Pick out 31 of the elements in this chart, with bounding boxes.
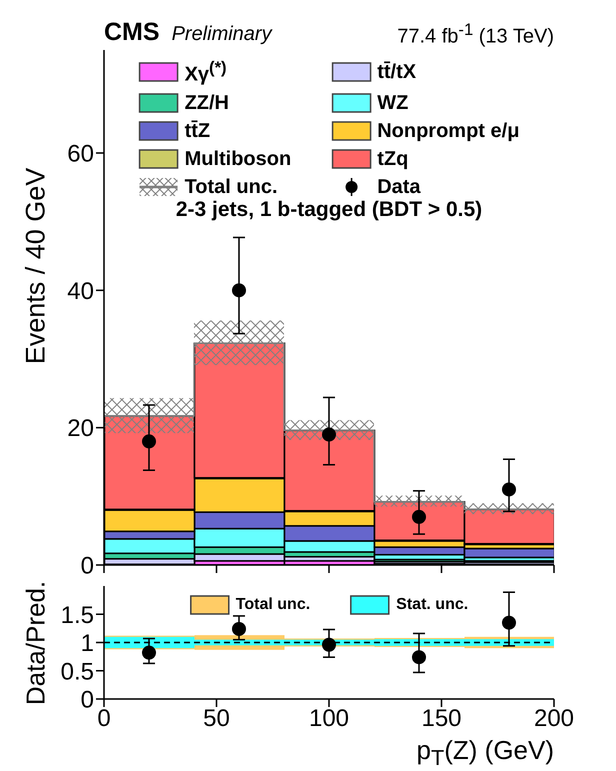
legend-label: tt̄/tX [377,60,416,84]
x-tick-label: 150 [421,705,462,732]
legend-label: Multiboson [184,148,292,171]
y-tick-label: 0.5 [60,658,94,686]
y-tick-label: 0 [80,552,94,580]
annotation: 2-3 jets, 1 b-tagged (BDT > 0.5) [176,198,482,222]
x-tick-label: 200 [534,705,574,732]
legend-label: Data [377,176,421,199]
y-axis-title: Events / 40 GeV [20,168,52,365]
chart-title: CMS [104,18,160,46]
legend-label: tt̄Z [184,120,210,143]
y-tick-label: 60 [67,140,94,168]
y-tick-label: 40 [67,278,94,305]
legend-label: WZ [377,92,408,115]
x-tick-label: 50 [203,705,230,732]
chart-subtitle: Preliminary [172,23,272,45]
y-axis-title: Data/Pred. [20,580,52,705]
x-tick-label: 100 [308,705,350,732]
legend-label: Stat. unc. [396,596,468,614]
y-tick-label: 1 [80,630,94,658]
y-tick-label: 20 [67,415,94,442]
legend-label: tZq [377,148,408,171]
y-tick-label: 0 [80,686,94,714]
text: 77.4 fb$^{-1}$ (13 TeV) [397,20,554,49]
y-tick-label: 1.5 [60,602,94,629]
legend-label: Xγ$^{(*)}$ [184,58,227,87]
legend-label: ZZ/H [184,92,229,115]
legend-label: Total unc. [236,596,310,614]
x-axis-title: p$_{T}$(Z) (GeV) [416,735,554,771]
legend-label: Nonprompt e/μ [377,120,520,143]
legend-label: Total unc. [184,176,278,199]
